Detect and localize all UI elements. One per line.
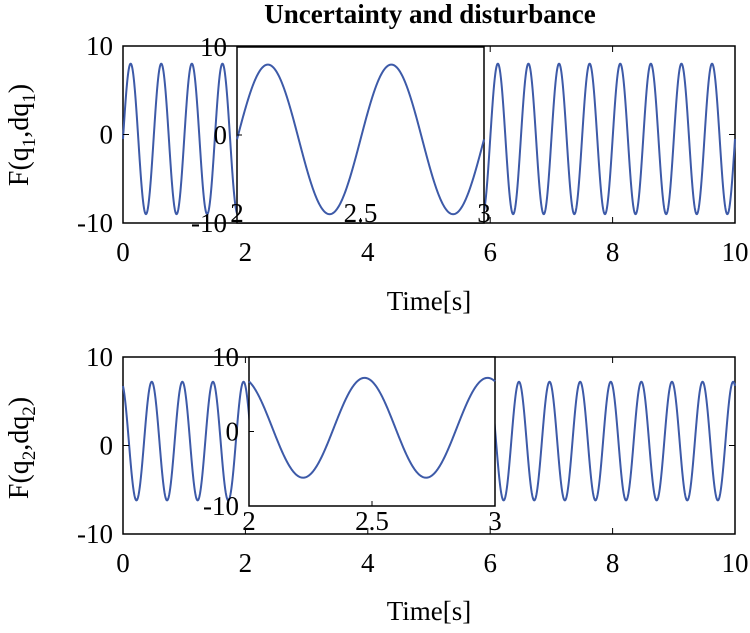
panel-1-xtick-label: 4 [361, 237, 375, 267]
panel-2-inset-xtick-label: 2 [242, 506, 256, 536]
panel-2-ylabel: F(q2,dq2) [4, 397, 40, 499]
panel-1-xtick-label: 10 [722, 237, 749, 267]
panel-2-inset-ytick-label: 10 [212, 342, 239, 372]
panel-2-inset-series-line [248, 376, 496, 479]
panel-2-inset-xtick-label: 3 [488, 506, 502, 536]
panel-2-inset-ytick-label: -10 [203, 491, 239, 521]
panel-2-xtick-label: 4 [361, 548, 375, 578]
panel-1-inset-xtick-label: 3 [477, 198, 491, 228]
panel-1-ytick-label: -10 [77, 208, 113, 238]
panel-2-inset-ytick-label: 0 [226, 417, 240, 447]
panel-2-ytick-label: -10 [77, 519, 113, 549]
panel-1-ytick-label: 0 [100, 120, 114, 150]
panel-1-inset-xtick-label: 2 [230, 198, 244, 228]
panel-1-inset-series-line [236, 63, 485, 216]
panel-2-xtick-label: 2 [239, 548, 253, 578]
panel-2-xtick-label: 8 [606, 548, 620, 578]
panel-1-inset-xtick-label: 2.5 [344, 198, 378, 228]
chart-title: Uncertainty and disturbance [264, 0, 596, 29]
panel-2-inset-frame [248, 356, 496, 507]
panel-1-ytick-label: 10 [86, 31, 113, 61]
panel-1-inset-ytick-label: -10 [191, 208, 227, 238]
panel-1-xtick-label: 0 [116, 237, 130, 267]
panel-1-inset: 10 0 -10 2 2.5 3 [191, 32, 491, 238]
panel-1-xlabel: Time[s] [387, 286, 472, 316]
panel-1-inset-ytick-label: 0 [214, 120, 228, 150]
panel-2-inset: 10 0 -10 2 2.5 3 [203, 342, 502, 536]
panel-2-ytick-label: 10 [86, 342, 113, 372]
panel-1-inset-ytick-label: 10 [200, 32, 227, 62]
panel-2-xlabel: Time[s] [387, 596, 472, 626]
panel-1-xtick-label: 6 [483, 237, 497, 267]
panel-2-inset-xtick-label: 2.5 [355, 506, 389, 536]
panel-2-ytick-label: 0 [100, 431, 114, 461]
panel-1-inset-frame [236, 46, 485, 224]
panel-1-ylabel: F(q1,dq1) [4, 84, 40, 186]
panel-1-xtick-label: 8 [606, 237, 620, 267]
panel-1: 100-10 0 2 4 6 8 10 Time[s] F(q1,dq1) 100-10 … [4, 31, 749, 316]
panel-2: 100-10 0 2 4 6 8 10 Time[s] F(q2,dq2) 100-10 … [4, 342, 749, 626]
panel-2-xtick-label: 10 [722, 548, 749, 578]
panel-2-xtick-label: 0 [116, 548, 130, 578]
panel-1-xtick-label: 2 [239, 237, 253, 267]
panel-2-xtick-label: 6 [483, 548, 497, 578]
